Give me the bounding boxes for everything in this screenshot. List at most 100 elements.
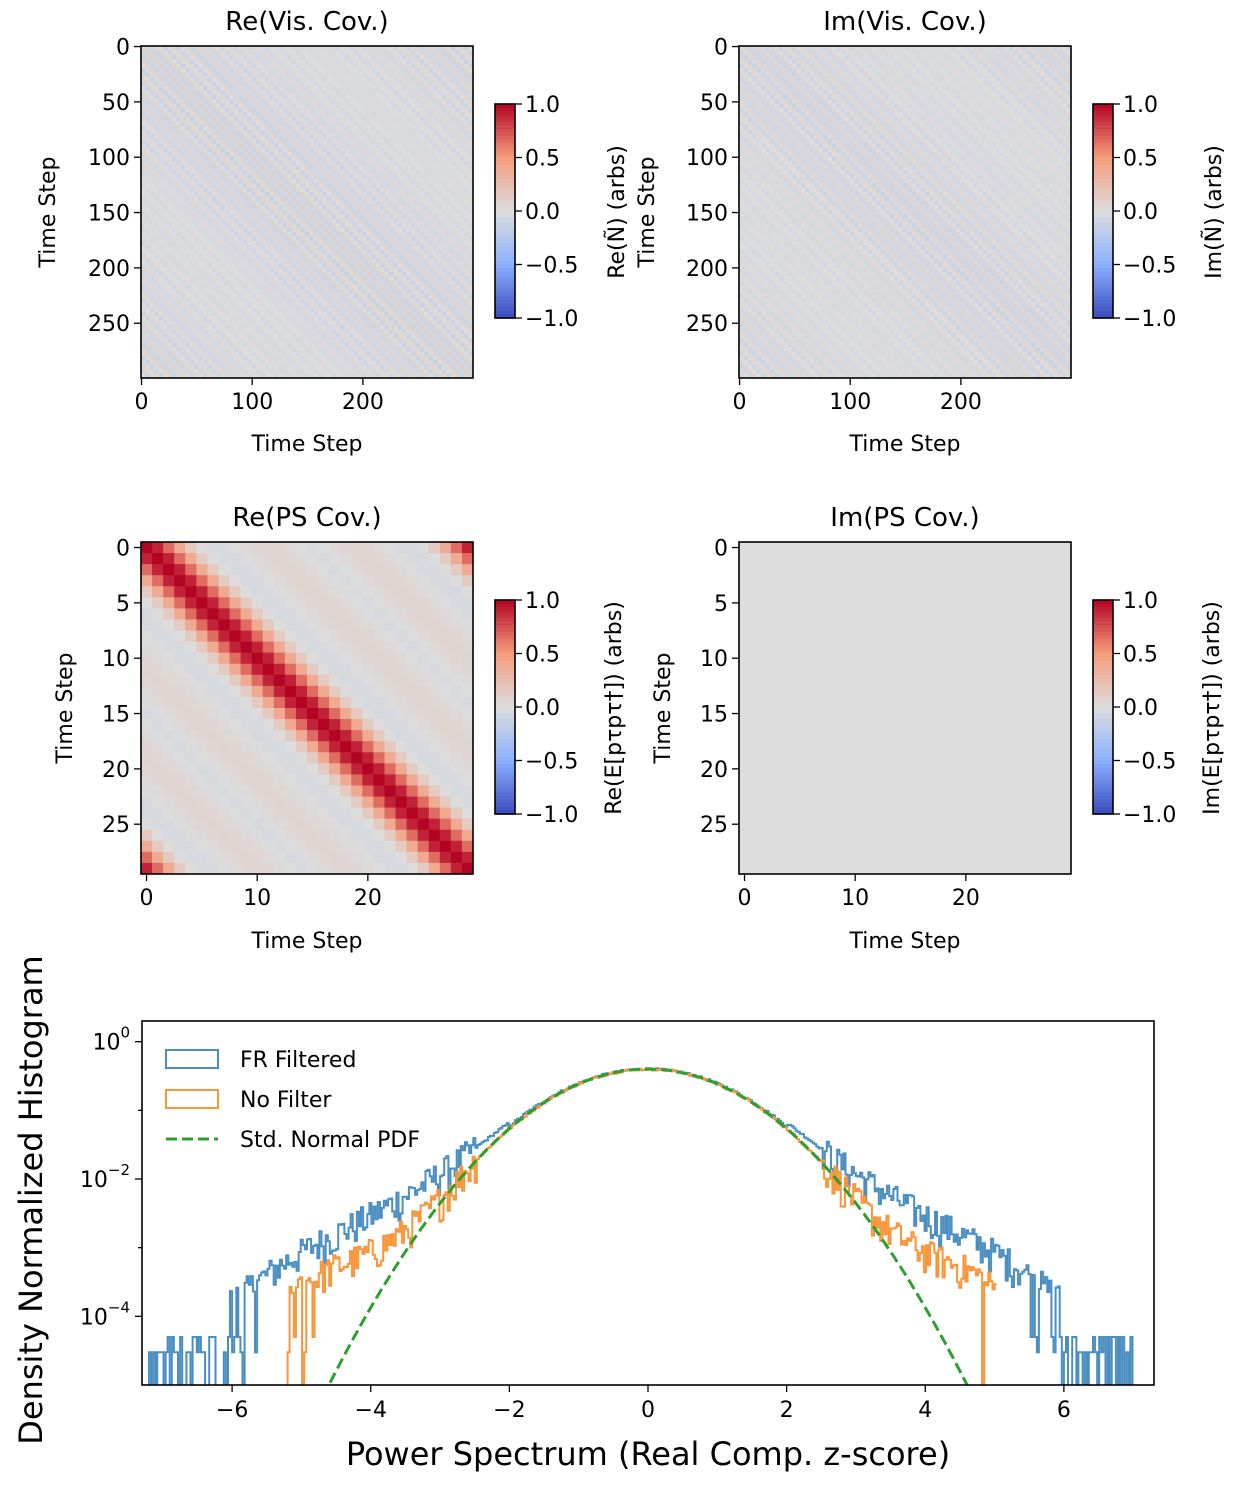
heatmap-cell <box>411 116 416 122</box>
heatmap-cell <box>163 121 168 127</box>
heatmap-cell <box>442 138 447 144</box>
heatmap-cell <box>318 94 323 100</box>
heatmap-cell <box>141 112 146 118</box>
heatmap-cell <box>450 68 456 73</box>
heatmap-cell <box>411 169 416 175</box>
heatmap-cell <box>393 196 399 202</box>
heatmap-cell <box>233 125 239 131</box>
heatmap-cell <box>154 112 160 118</box>
heatmap-cell <box>419 209 425 215</box>
heatmap-cell <box>233 169 239 175</box>
heatmap-cell <box>331 329 337 335</box>
heatmap-cell <box>167 338 173 343</box>
heatmap-cell <box>242 94 248 100</box>
heatmap-cell <box>295 209 301 215</box>
heatmap-cell <box>388 116 394 122</box>
heatmap-cell <box>295 298 301 304</box>
heatmap-cell <box>397 324 403 330</box>
heatmap-cell <box>344 240 350 246</box>
heatmap-cell <box>415 209 421 215</box>
heatmap-cell <box>269 174 275 180</box>
heatmap-cell <box>402 116 407 122</box>
heatmap-cell <box>406 298 412 304</box>
heatmap-cell <box>450 183 456 189</box>
heatmap-cell <box>353 169 359 175</box>
heatmap-cell <box>411 59 416 65</box>
heatmap-cell <box>194 125 199 131</box>
heatmap-cell <box>349 187 354 193</box>
heatmap-cell <box>189 107 195 113</box>
heatmap-cell <box>415 293 421 299</box>
heatmap-cell <box>322 116 328 122</box>
heatmap-cell <box>344 209 350 215</box>
heatmap-cell <box>437 289 443 295</box>
heatmap-cell <box>428 103 434 109</box>
heatmap-cell <box>287 107 292 113</box>
heatmap-cell <box>304 209 310 215</box>
heatmap-cell <box>411 293 416 299</box>
heatmap-cell <box>309 324 315 330</box>
heatmap-cell <box>273 196 279 202</box>
heatmap-cell <box>397 293 403 299</box>
heatmap-cell <box>380 307 385 312</box>
heatmap-cell <box>273 147 279 153</box>
heatmap-cell <box>189 130 195 135</box>
heatmap-cell <box>450 85 456 91</box>
heatmap-cell <box>189 280 195 286</box>
heatmap-cell <box>459 214 465 220</box>
heatmap-cell <box>180 46 186 51</box>
heatmap-cell <box>225 333 230 339</box>
heatmap-cell <box>264 94 270 100</box>
heatmap-cell <box>388 280 394 286</box>
heatmap-cell <box>300 218 306 224</box>
heatmap-cell <box>269 320 275 326</box>
heatmap-cell <box>331 152 337 158</box>
heatmap-cell <box>406 205 412 211</box>
heatmap-cell <box>304 174 310 180</box>
heatmap-cell <box>371 143 377 149</box>
heatmap-cell <box>468 156 474 162</box>
heatmap-cell <box>291 196 297 202</box>
heatmap-cell <box>251 254 257 259</box>
heatmap-cell <box>154 209 160 215</box>
heatmap-cell <box>459 112 465 118</box>
heatmap-cell <box>442 236 447 242</box>
heatmap-cell <box>291 63 297 69</box>
heatmap-cell <box>291 329 297 335</box>
heatmap-cell <box>264 311 270 317</box>
heatmap-cell <box>415 245 421 251</box>
heatmap-cell <box>171 103 177 109</box>
heatmap-cell <box>202 94 208 100</box>
heatmap-cell <box>163 258 168 264</box>
heatmap-cell <box>171 214 177 220</box>
heatmap-cell <box>145 271 151 277</box>
heatmap-cell <box>238 316 244 321</box>
heatmap-cell <box>322 293 328 299</box>
heatmap-cell <box>278 227 284 233</box>
heatmap-cell <box>251 125 257 131</box>
heatmap-cell <box>149 223 155 228</box>
heatmap-cell <box>384 192 390 197</box>
heatmap-cell <box>419 289 425 295</box>
heatmap-cell <box>349 63 354 69</box>
heatmap-cell <box>322 103 328 109</box>
heatmap-cell <box>229 99 235 104</box>
heatmap-cell <box>233 324 239 330</box>
heatmap-cell <box>216 338 222 343</box>
heatmap-cell <box>233 223 239 228</box>
heatmap-cell <box>349 183 354 189</box>
heatmap-cell <box>216 187 222 193</box>
heatmap-cell <box>362 130 368 135</box>
heatmap-cell <box>318 205 323 211</box>
heatmap-cell <box>304 316 310 321</box>
heatmap-cell <box>273 285 279 290</box>
heatmap-cell <box>180 338 186 343</box>
heatmap-cell <box>459 187 465 193</box>
heatmap-cell <box>304 320 310 326</box>
heatmap-cell <box>397 240 403 246</box>
heatmap-cell <box>384 324 390 330</box>
heatmap-cell <box>406 258 412 264</box>
heatmap-cell <box>393 90 399 96</box>
heatmap-cell <box>141 187 146 193</box>
heatmap-cell <box>353 85 359 91</box>
